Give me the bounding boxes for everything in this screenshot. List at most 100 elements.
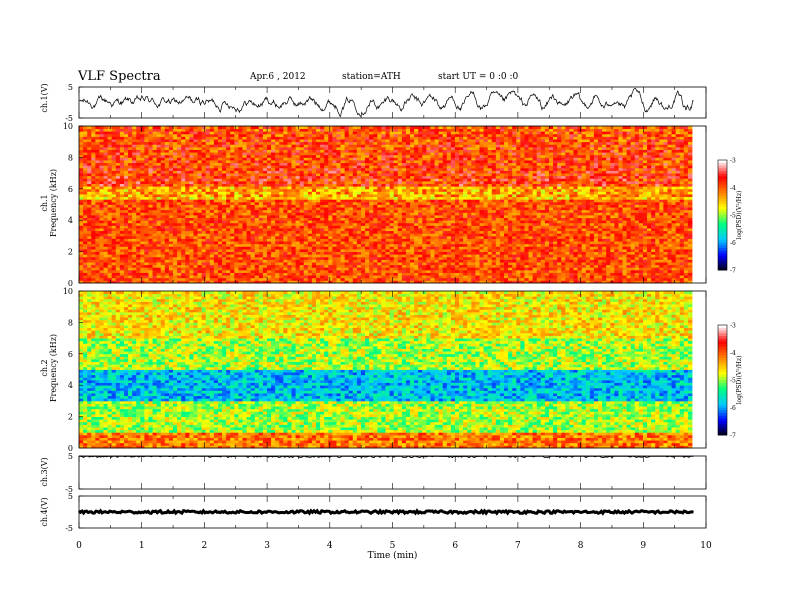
heatmap-cell <box>622 272 628 276</box>
heatmap-cell <box>205 228 211 232</box>
heatmap-cell <box>222 214 227 218</box>
heatmap-cell <box>140 207 145 211</box>
heatmap-cell <box>642 235 648 239</box>
heatmap-cell <box>397 212 403 216</box>
heatmap-cell <box>242 212 247 216</box>
heatmap-cell <box>340 209 346 213</box>
heatmap-cell <box>205 217 211 221</box>
heatmap-cell <box>671 280 677 284</box>
heatmap-cell <box>557 275 562 279</box>
heatmap-cell <box>344 212 350 216</box>
heatmap-cell <box>573 212 578 216</box>
heatmap-cell <box>638 220 644 224</box>
heatmap-cell <box>479 275 484 279</box>
heatmap-cell <box>426 233 431 237</box>
heatmap-cell <box>132 222 137 226</box>
heatmap-cell <box>123 217 129 221</box>
heatmap-cell <box>340 233 346 237</box>
heatmap-cell <box>168 196 174 200</box>
heatmap-cell <box>213 238 219 242</box>
heatmap-cell <box>230 262 235 266</box>
heatmap-cell <box>262 222 268 226</box>
heatmap-cell <box>336 209 341 213</box>
heatmap-cell <box>671 277 677 281</box>
heatmap-cell <box>454 233 460 237</box>
heatmap-cell <box>397 238 403 242</box>
heatmap-cell <box>79 256 84 260</box>
heatmap-cell <box>299 280 305 284</box>
heatmap-cell <box>532 214 538 218</box>
heatmap-cell <box>111 264 117 268</box>
heatmap-cell <box>446 199 452 203</box>
heatmap-cell <box>320 204 325 208</box>
heatmap-cell <box>160 246 166 250</box>
heatmap-cell <box>115 204 121 208</box>
heatmap-cell <box>152 207 158 211</box>
heatmap-cell <box>254 207 260 211</box>
heatmap-cell <box>634 243 640 247</box>
heatmap-cell <box>356 209 362 213</box>
heatmap-cell <box>459 199 464 203</box>
heatmap-cell <box>132 262 137 266</box>
heatmap-cell <box>614 201 619 205</box>
heatmap-cell <box>172 259 178 263</box>
heatmap-cell <box>91 220 96 224</box>
heatmap-cell <box>638 217 644 221</box>
heatmap-cell <box>426 277 431 281</box>
heatmap-cell <box>414 228 419 232</box>
heatmap-cell <box>593 225 599 229</box>
heatmap-cell <box>340 235 346 239</box>
heatmap-cell <box>332 199 337 203</box>
heatmap-cell <box>148 272 153 276</box>
heatmap-cell <box>311 230 317 234</box>
heatmap-cell <box>303 228 309 232</box>
heatmap-cell <box>581 212 587 216</box>
heatmap-cell <box>271 243 276 247</box>
heatmap-cell <box>589 264 595 268</box>
heatmap-cell <box>471 217 476 221</box>
heatmap-cell <box>414 233 419 237</box>
heatmap-cell <box>205 220 211 224</box>
heatmap-cell <box>508 259 513 263</box>
heatmap-cell <box>385 241 390 245</box>
heatmap-cell <box>577 225 583 229</box>
heatmap-cell <box>123 235 129 239</box>
heatmap-cell <box>328 277 333 281</box>
heatmap-cell <box>499 235 505 239</box>
heatmap-cell <box>459 238 464 242</box>
heatmap-cell <box>234 267 239 271</box>
heatmap-cell <box>348 230 354 234</box>
heatmap-cell <box>246 243 252 247</box>
heatmap-cell <box>561 238 566 242</box>
heatmap-cell <box>659 217 664 221</box>
heatmap-cell <box>123 264 129 268</box>
heatmap-cell <box>348 222 354 226</box>
heatmap-cell <box>324 264 329 268</box>
heatmap-cell <box>103 220 109 224</box>
heatmap-cell <box>132 267 137 271</box>
heatmap-cell <box>491 264 497 268</box>
heatmap-cell <box>119 220 125 224</box>
heatmap-cell <box>144 230 149 234</box>
heatmap-cell <box>483 235 489 239</box>
heatmap-cell <box>365 246 370 250</box>
heatmap-cell <box>156 209 162 213</box>
heatmap-cell <box>234 238 239 242</box>
heatmap-cell <box>217 241 223 245</box>
heatmap-cell <box>410 264 415 268</box>
heatmap-cell <box>405 280 411 284</box>
heatmap-cell <box>316 196 321 200</box>
heatmap-cell <box>234 233 239 237</box>
heatmap-cell <box>393 235 399 239</box>
heatmap-cell <box>459 264 464 268</box>
heatmap-cell <box>593 196 599 200</box>
heatmap-cell <box>475 248 480 252</box>
station-label: station=ATH <box>342 72 401 82</box>
heatmap-cell <box>606 259 611 263</box>
heatmap-cell <box>119 267 125 271</box>
heatmap-cell <box>540 201 546 205</box>
heatmap-cell <box>254 217 260 221</box>
heatmap-cell <box>610 277 615 281</box>
heatmap-cell <box>316 262 321 266</box>
heatmap-cell <box>389 238 395 242</box>
